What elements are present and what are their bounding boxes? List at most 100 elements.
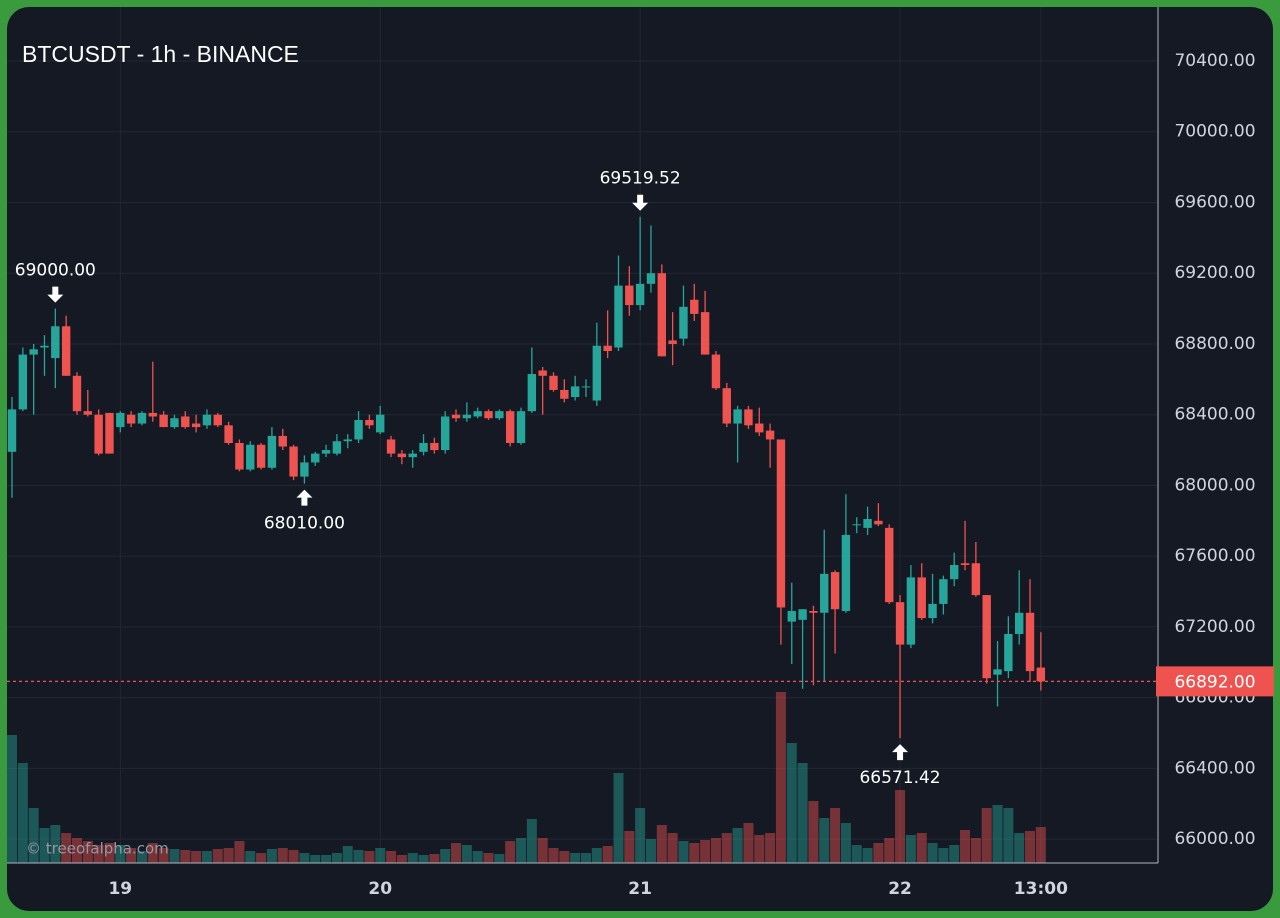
candle-body [408, 453, 417, 458]
volume-bar [591, 848, 602, 863]
volume-bar [418, 855, 429, 863]
y-tick-label: 68000.00 [1174, 475, 1255, 495]
volume-bar [1014, 833, 1025, 863]
annotation-arrow [632, 194, 649, 211]
candle-body [549, 375, 558, 390]
candle-body [874, 520, 883, 525]
candle-body [765, 430, 775, 440]
candle-body [711, 354, 721, 389]
volume-bar [136, 851, 147, 863]
volume-bar [862, 848, 873, 863]
volume-bar [331, 853, 342, 863]
candle-body [235, 442, 244, 470]
candle-body [462, 414, 472, 419]
volume-bar [873, 843, 884, 863]
volume-bar [775, 692, 786, 863]
annotation-arrow [892, 744, 909, 761]
candle-body [451, 414, 461, 419]
watermark: © treeofalpha.com [26, 840, 169, 858]
x-tick-label: 13:00 [1014, 879, 1068, 899]
candle-body [365, 420, 374, 426]
candle-body [1025, 612, 1035, 672]
volume-bar [916, 833, 927, 863]
volume-bar [765, 833, 776, 863]
annotation-label: 69519.52 [600, 169, 681, 189]
candle-body [18, 354, 28, 410]
volume-bar [7, 735, 17, 863]
labels: 66000.0066400.0066800.0067200.0067600.00… [15, 51, 1274, 899]
candle-body [29, 349, 38, 355]
candle-body [430, 442, 439, 451]
y-tick-label: 67600.00 [1174, 546, 1255, 566]
volume-bar [830, 808, 841, 863]
volume-bar [126, 848, 137, 863]
volume-bar [472, 851, 483, 863]
candle-body [570, 386, 580, 398]
candle-body [625, 285, 634, 306]
candle-body [40, 345, 49, 348]
volume-bar [191, 851, 202, 863]
candle-body [473, 411, 482, 417]
candle-body [1036, 667, 1046, 682]
volume-bar [396, 855, 407, 863]
volume-bar [884, 838, 895, 863]
candle-body [397, 453, 407, 458]
candle-body [311, 453, 320, 463]
y-tick-label: 70400.00 [1174, 51, 1255, 71]
candle-body [820, 573, 829, 613]
volume-bar [288, 850, 299, 863]
candle-body [278, 435, 287, 447]
volume-bar [234, 841, 245, 863]
volume-bar [461, 845, 472, 863]
volume-bar [494, 854, 505, 863]
candle-body [960, 563, 970, 566]
volume-bar [440, 849, 451, 863]
volume-bar [342, 846, 353, 863]
y-tick-label: 70000.00 [1174, 122, 1255, 142]
candle-body [679, 306, 688, 339]
candle-body [982, 595, 991, 679]
y-tick-label: 67200.00 [1174, 617, 1255, 637]
candle-body [841, 534, 851, 611]
candle-body [830, 572, 840, 610]
volume-bar [256, 853, 267, 863]
candle-body [668, 340, 677, 344]
candle-body [581, 386, 591, 388]
candle-body [495, 411, 504, 419]
candle-body [116, 412, 125, 428]
candle-body [744, 409, 753, 426]
candle-body [863, 519, 872, 528]
x-tick-label: 20 [368, 879, 392, 899]
y-tick-label: 66000.00 [1174, 829, 1255, 849]
volume-bar [147, 843, 158, 863]
candle-body [733, 409, 742, 424]
volume-bar [505, 841, 516, 863]
volume-bar [559, 851, 570, 863]
candle-body [137, 412, 147, 424]
candle-body [950, 565, 959, 580]
candle-body [51, 326, 60, 359]
candle-body [852, 524, 861, 526]
volume-bar [970, 838, 981, 863]
candle-body [202, 414, 212, 426]
volume-bar [483, 853, 494, 863]
volume-bar [375, 848, 386, 863]
volume-bar [212, 849, 223, 863]
candle-body [72, 375, 82, 412]
candle-body [61, 326, 71, 376]
x-tick-label: 22 [888, 879, 912, 899]
volume-bar [602, 846, 613, 863]
volume-bar [721, 833, 732, 863]
volume-bar [786, 743, 797, 863]
candle-body [256, 444, 266, 468]
candle-body [386, 439, 396, 454]
volume-bar [656, 825, 667, 863]
volume-bar [201, 851, 212, 863]
candle-body [213, 414, 222, 426]
price-label: 66892.00 [1174, 672, 1255, 692]
volume-bar [277, 848, 288, 863]
candle-body [928, 603, 937, 619]
y-tick-label: 69600.00 [1174, 192, 1255, 212]
